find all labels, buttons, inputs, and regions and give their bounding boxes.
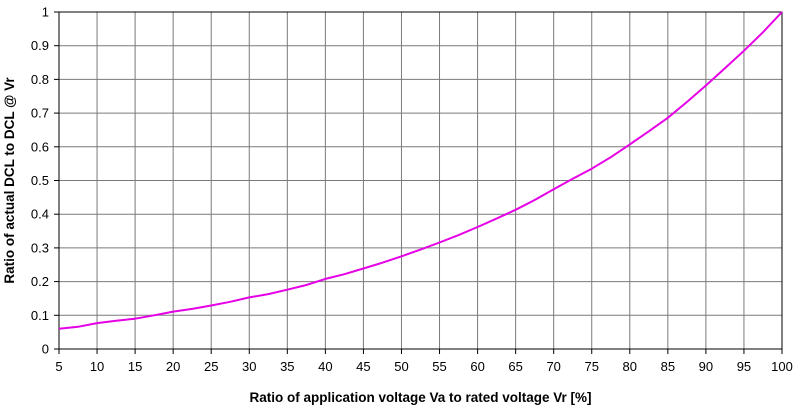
x-tick-label: 55: [432, 359, 446, 374]
y-tick-label: 0.8: [31, 72, 49, 87]
y-tick-label: 0.6: [31, 139, 49, 154]
x-tick-label: 75: [585, 359, 599, 374]
y-axis-ticks: 0 0.1 0.2 0.3 0.4 0.5 0.6 0.7 0.8 0.9 1: [31, 5, 59, 357]
y-tick-label: 0.2: [31, 274, 49, 289]
x-axis-ticks: 5 10 15 20 25 30 35 40 45 50 55 60 65 70 75 80 85 90 95 100: [55, 349, 793, 374]
x-tick-label: 25: [204, 359, 218, 374]
x-tick-label: 70: [546, 359, 560, 374]
y-axis-title: Ratio of actual DCL to DCL @ Vr: [2, 77, 17, 284]
x-tick-label: 100: [771, 359, 793, 374]
x-tick-label: 20: [166, 359, 180, 374]
y-tick-label: 0.7: [31, 106, 49, 121]
y-tick-label: 0.9: [31, 38, 49, 53]
y-tick-label: 0.4: [31, 207, 49, 222]
x-tick-label: 95: [737, 359, 751, 374]
x-tick-label: 50: [394, 359, 408, 374]
x-tick-label: 80: [623, 359, 637, 374]
series-lines: [58, 11, 783, 330]
x-tick-label: 5: [55, 359, 62, 374]
y-tick-label: 0.5: [31, 173, 49, 188]
series-line: [58, 11, 783, 330]
x-tick-label: 45: [356, 359, 370, 374]
x-tick-label: 85: [661, 359, 675, 374]
x-tick-label: 65: [508, 359, 522, 374]
x-tick-label: 10: [90, 359, 104, 374]
x-tick-label: 15: [128, 359, 142, 374]
x-axis-title: Ratio of application voltage Va to rated…: [249, 390, 591, 405]
y-tick-label: 0.1: [31, 308, 49, 323]
y-tick-label: 0.3: [31, 240, 49, 255]
x-tick-label: 60: [470, 359, 484, 374]
y-tick-label: 1: [42, 5, 49, 20]
x-tick-label: 30: [242, 359, 256, 374]
x-tick-label: 35: [280, 359, 294, 374]
x-tick-label: 90: [699, 359, 713, 374]
grid-lines: [58, 11, 783, 350]
y-tick-label: 0: [42, 342, 49, 357]
x-tick-label: 40: [318, 359, 332, 374]
